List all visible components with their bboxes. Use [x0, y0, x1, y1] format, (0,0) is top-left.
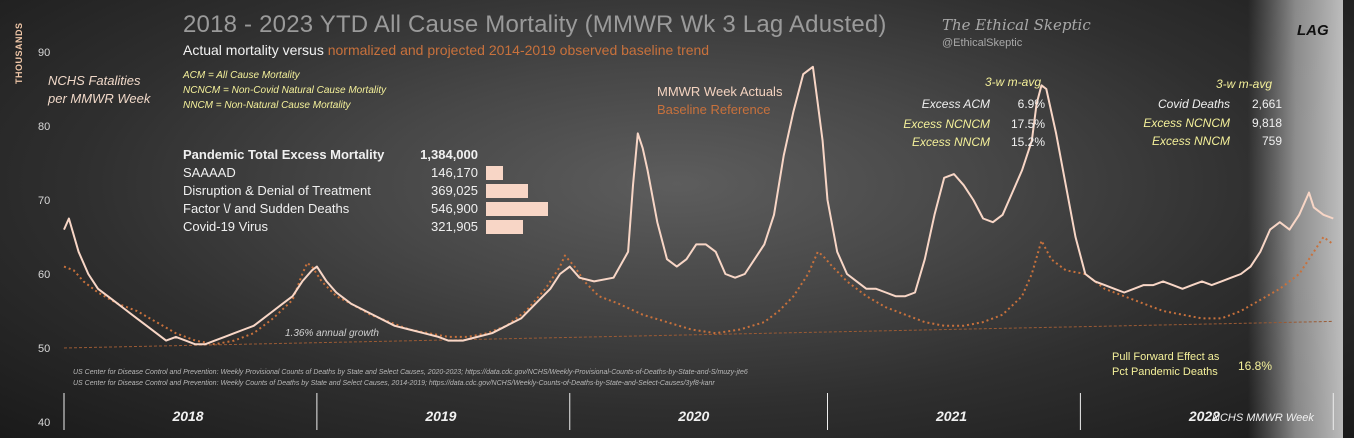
definition-acm: ACM = All Cause Mortality: [183, 70, 300, 81]
lag-label: LAG: [1297, 22, 1329, 39]
trend-line: [63, 320, 1334, 349]
series-layer: [63, 65, 1334, 349]
stat-value: 17.5%: [1010, 117, 1045, 131]
pandemic-header-value: 1,384,000: [420, 147, 478, 162]
pandemic-row-value: 369,025: [431, 183, 478, 198]
stat-value: 759: [1261, 134, 1282, 148]
y-tick-label: 60: [38, 269, 50, 281]
brand-handle: @EthicalSkeptic: [942, 37, 1023, 49]
pandemic-bar: [486, 202, 548, 216]
legend-baseline: Baseline Reference: [657, 102, 771, 117]
actuals-line: [63, 65, 1334, 346]
pandemic-row-label: Covid-19 Virus: [183, 219, 269, 234]
stat-value: 9,818: [1251, 116, 1282, 130]
y-tick-label: 40: [38, 417, 50, 429]
stat-value: 2,661: [1251, 97, 1282, 111]
year-dividers: [63, 393, 1334, 430]
stat-label: Excess NCNCM: [1143, 116, 1230, 130]
definitions: ACM = All Cause Mortality NCNCM = Non-Co…: [183, 68, 386, 113]
y-axis: 40 50 60 70 80 90: [38, 47, 50, 429]
chart-title: 2018 - 2023 YTD All Cause Mortality (MMW…: [183, 11, 887, 38]
stats-right-header: 3-w m-avg: [1216, 77, 1273, 91]
stats-left-header: 3-w m-avg: [985, 75, 1042, 89]
year-label: 2019: [425, 408, 457, 424]
stat-value: 6.9%: [1017, 97, 1045, 111]
pandemic-row-value: 546,900: [431, 201, 478, 216]
pandemic-bar: [486, 220, 523, 234]
source-note: US Center for Disease Control and Preven…: [73, 380, 715, 387]
stat-label: Covid Deaths: [1157, 97, 1230, 111]
y-axis-title: THOUSANDS: [14, 22, 24, 84]
x-axis-note: NCHS MMWR Week: [1212, 412, 1314, 424]
trend-label: 1.36% annual growth: [285, 328, 379, 339]
definition-ncncm: NCNCM = Non-Covid Natural Cause Mortalit…: [183, 85, 387, 96]
series-note: NCHS Fatalities per MMWR Week: [48, 72, 150, 108]
year-label: 2020: [678, 408, 710, 424]
year-label: 2022: [1188, 408, 1220, 424]
pull-forward-line1: Pull Forward Effect as: [1112, 351, 1220, 363]
pandemic-row-label: Disruption & Denial of Treatment: [183, 183, 371, 198]
pandemic-row-label: SAAAAD: [183, 165, 236, 180]
pandemic-bar: [486, 166, 503, 180]
year-label: 2018: [172, 408, 204, 424]
stat-label: Excess NNCM: [911, 135, 990, 149]
pandemic-bar: [486, 184, 528, 198]
stat-label: Excess NCNCM: [903, 117, 990, 131]
pandemic-row-label: Factor \/ and Sudden Deaths: [183, 201, 350, 216]
pandemic-row-value: 146,170: [431, 165, 478, 180]
stat-label: Excess NNCM: [1151, 134, 1230, 148]
year-label: 2021: [935, 408, 968, 424]
baseline-line: [63, 236, 1334, 346]
legend-actual: MMWR Week Actuals: [657, 84, 783, 99]
pandemic-row-value: 321,905: [431, 219, 478, 234]
source-note: US Center for Disease Control and Preven…: [73, 369, 748, 376]
series-note-line2: per MMWR Week: [48, 91, 151, 106]
definition-nncm: NNCM = Non-Natural Cause Mortality: [183, 100, 351, 111]
subtitle-highlight: normalized and projected 2014-2019 obser…: [327, 42, 710, 58]
pull-forward-value: 16.8%: [1238, 359, 1273, 373]
series-note-line1: NCHS Fatalities: [48, 73, 141, 88]
brand-name: The Ethical Skeptic: [942, 16, 1091, 34]
pandemic-header-label: Pandemic Total Excess Mortality: [183, 147, 385, 162]
subtitle-prefix: Actual mortality versus: [183, 42, 324, 58]
pull-forward-line2: Pct Pandemic Deaths: [1112, 366, 1218, 378]
stat-label: Excess ACM: [921, 97, 990, 111]
pull-forward-note: Pull Forward Effect as Pct Pandemic Deat…: [1112, 350, 1219, 380]
y-tick-label: 80: [38, 121, 50, 133]
stat-value: 15.2%: [1010, 135, 1045, 149]
y-tick-label: 50: [38, 343, 50, 355]
y-tick-label: 90: [38, 47, 50, 59]
chart-subtitle: Actual mortality versus normalized and p…: [183, 42, 709, 58]
y-tick-label: 70: [38, 195, 50, 207]
